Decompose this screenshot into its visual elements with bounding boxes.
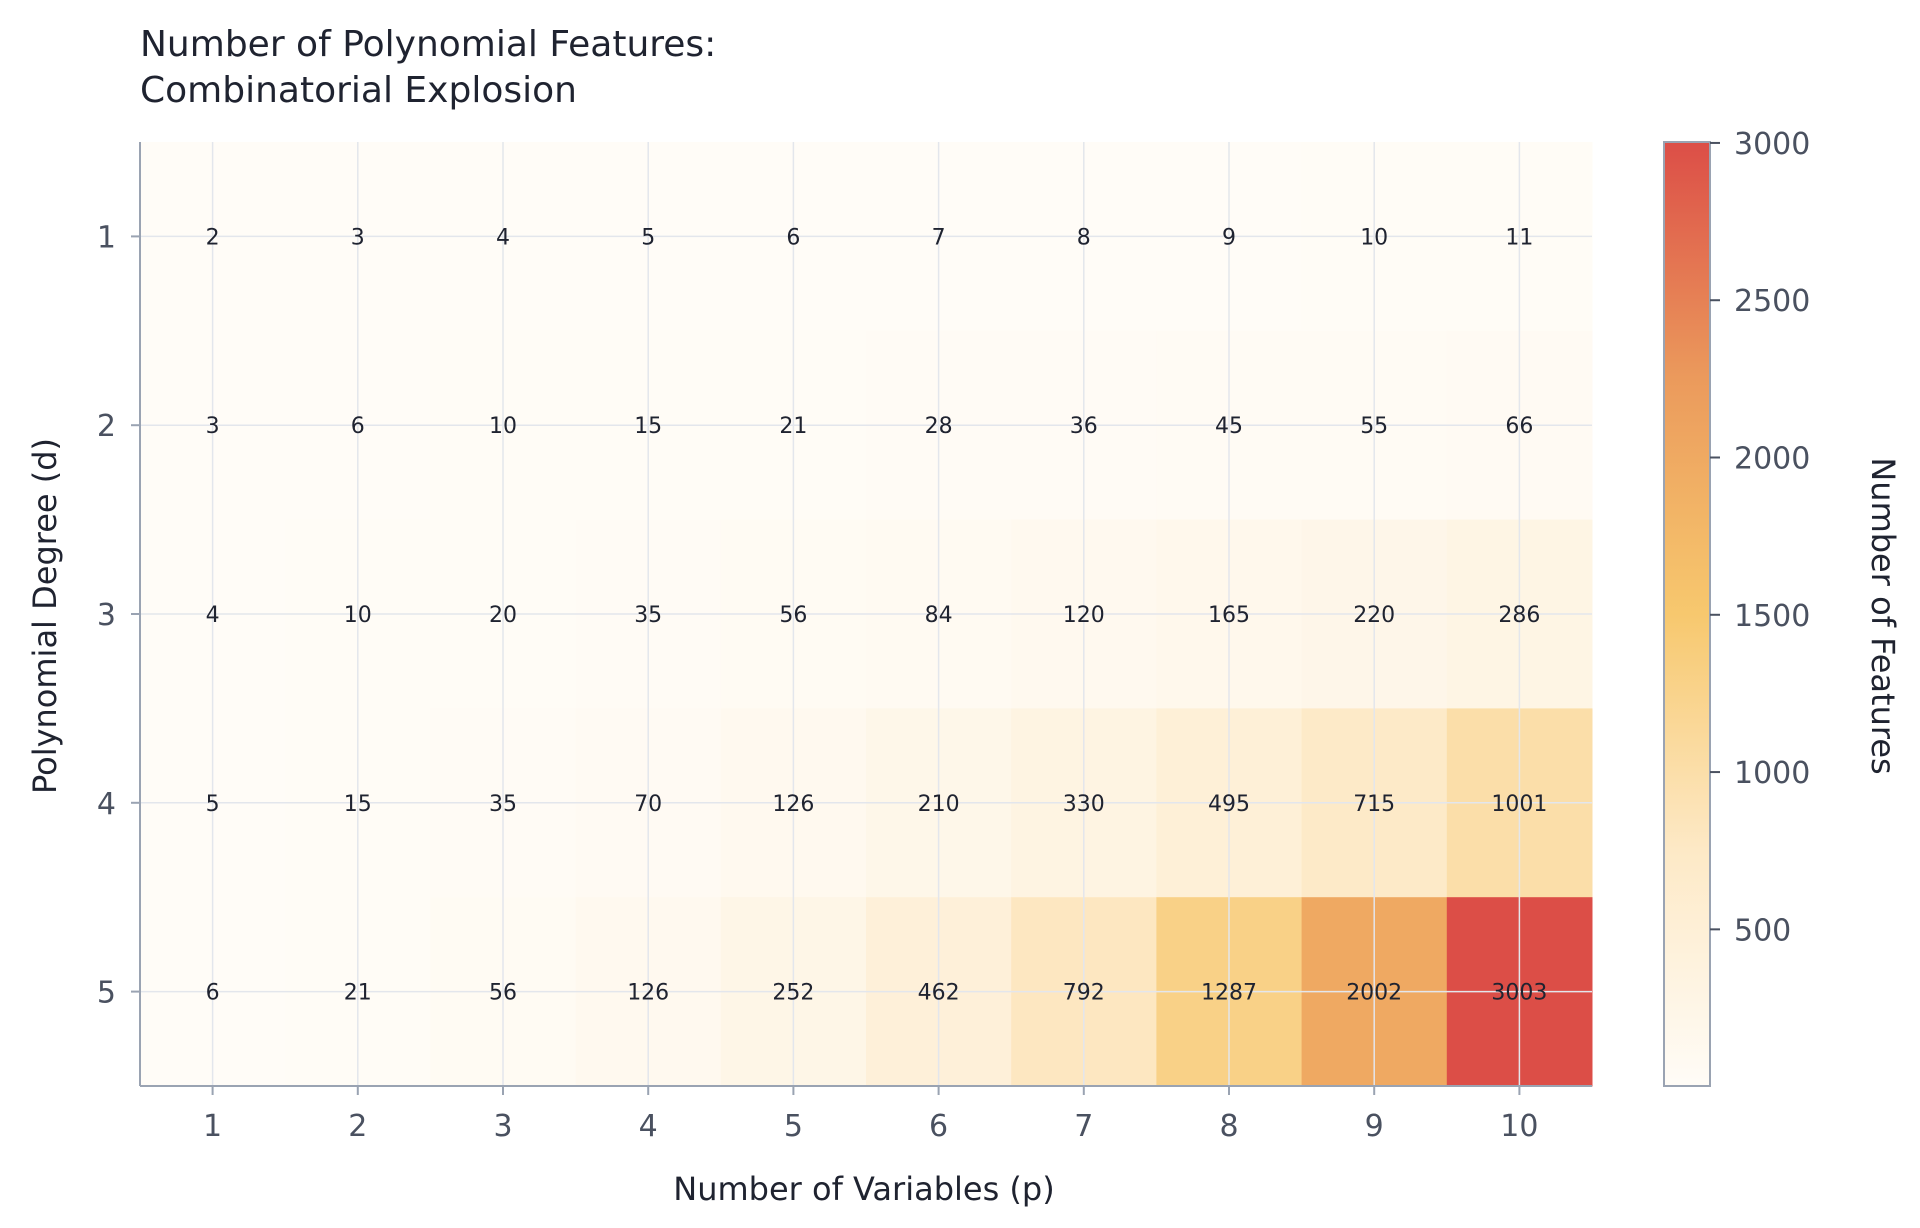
- x-tick-label: 8: [1219, 1109, 1238, 1144]
- cell-value-label: 35: [489, 792, 517, 817]
- cell-value-label: 3: [351, 225, 365, 250]
- cell-value-label: 7: [932, 225, 946, 250]
- cell-value-label: 330: [1063, 792, 1105, 817]
- cell-value-label: 1001: [1491, 792, 1547, 817]
- x-tick-label: 4: [639, 1109, 658, 1144]
- colorbar-tick-label: 500: [1734, 913, 1791, 948]
- colorbar-tick-label: 1500: [1734, 599, 1810, 634]
- cell-value-label: 4: [496, 225, 510, 250]
- x-axis-label: Number of Variables (p): [673, 1170, 1054, 1208]
- cell-value-label: 21: [779, 414, 807, 439]
- cell-value-label: 1287: [1201, 981, 1257, 1006]
- cell-value-label: 84: [925, 603, 953, 628]
- cell-value-label: 45: [1215, 414, 1243, 439]
- cell-value-label: 5: [641, 225, 655, 250]
- grid-lines: [140, 142, 1592, 1086]
- y-tick-label: 5: [97, 976, 116, 1011]
- cell-value-label: 28: [925, 414, 953, 439]
- cell-value-label: 20: [489, 603, 517, 628]
- cell-value-label: 252: [772, 981, 814, 1006]
- cell-value-label: 10: [489, 414, 517, 439]
- cell-value-label: 56: [779, 603, 807, 628]
- x-tick-label: 10: [1500, 1109, 1538, 1144]
- cell-value-label: 35: [634, 603, 662, 628]
- y-tick-label: 1: [97, 220, 116, 255]
- y-tick-label: 4: [97, 787, 116, 822]
- cell-value-label: 126: [772, 792, 814, 817]
- cell-value-label: 66: [1505, 414, 1533, 439]
- cell-value-label: 165: [1208, 603, 1250, 628]
- x-tick-label: 1: [203, 1109, 222, 1144]
- x-tick-label: 6: [929, 1109, 948, 1144]
- cell-value-label: 11: [1505, 225, 1533, 250]
- cell-value-label: 4: [206, 603, 220, 628]
- cell-value-label: 126: [627, 981, 669, 1006]
- y-tick-label: 2: [97, 409, 116, 444]
- cell-value-label: 715: [1353, 792, 1395, 817]
- y-tick-label: 3: [97, 598, 116, 633]
- cell-value-label: 2: [206, 225, 220, 250]
- cell-value-label: 3: [206, 414, 220, 439]
- cell-value-label: 21: [344, 981, 372, 1006]
- cell-value-label: 286: [1498, 603, 1540, 628]
- colorbar: 500 1000 1500 2000 2500 3000: [1663, 127, 1810, 1087]
- cell-value-label: 792: [1063, 981, 1105, 1006]
- cell-value-labels: 2 3 4 5 6 7 8 9 10 113 6 10 15 21 28 36 45 55 664 10 20 35 56 8…: [206, 225, 1548, 1005]
- cell-value-label: 210: [918, 792, 960, 817]
- x-tick-label: 9: [1365, 1109, 1384, 1144]
- cell-value-label: 56: [489, 981, 517, 1006]
- cell-value-label: 120: [1063, 603, 1105, 628]
- cell-value-label: 8: [1077, 225, 1091, 250]
- cell-value-label: 6: [786, 225, 800, 250]
- x-tick-label: 7: [1074, 1109, 1093, 1144]
- colorbar-tick-label: 1000: [1734, 756, 1810, 791]
- y-axis-label: Polynomial Degree (d): [26, 438, 64, 794]
- x-tick-label: 3: [493, 1109, 512, 1144]
- colorbar-label: Number of Features: [1864, 457, 1902, 774]
- cell-value-label: 462: [918, 981, 960, 1006]
- chart-title-line-1: Number of Polynomial Features:: [140, 24, 716, 65]
- cell-value-label: 6: [351, 414, 365, 439]
- colorbar-tick-label: 3000: [1734, 127, 1810, 162]
- cell-value-label: 3003: [1491, 981, 1547, 1006]
- colorbar-tick-label: 2000: [1734, 442, 1810, 477]
- cell-value-label: 10: [344, 603, 372, 628]
- cell-value-label: 220: [1353, 603, 1395, 628]
- cell-value-label: 10: [1360, 225, 1388, 250]
- cell-value-label: 36: [1070, 414, 1098, 439]
- cell-value-label: 55: [1360, 414, 1388, 439]
- x-tick-label: 2: [348, 1109, 367, 1144]
- cell-value-label: 9: [1222, 225, 1236, 250]
- cell-value-label: 70: [634, 792, 662, 817]
- cell-value-label: 2002: [1346, 981, 1402, 1006]
- cell-value-label: 15: [344, 792, 372, 817]
- cell-value-label: 495: [1208, 792, 1250, 817]
- colorbar-tick-label: 2500: [1734, 284, 1810, 319]
- chart-title-line-2: Combinatorial Explosion: [140, 70, 577, 111]
- cell-value-label: 5: [206, 792, 220, 817]
- cell-value-label: 15: [634, 414, 662, 439]
- colorbar-gradient: [1663, 141, 1711, 1087]
- x-tick-label: 5: [784, 1109, 803, 1144]
- cell-value-label: 6: [206, 981, 220, 1006]
